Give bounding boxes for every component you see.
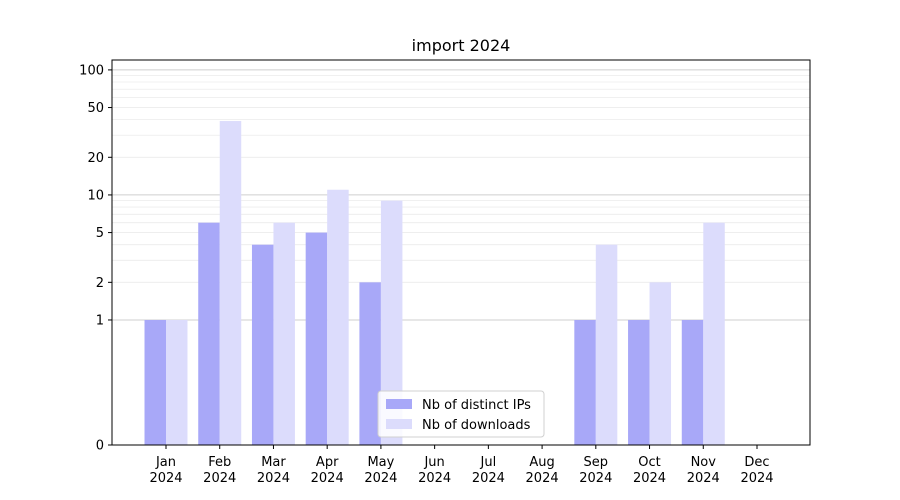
x-tick-label-month: Aug <box>529 455 554 470</box>
x-tick-label-month: Nov <box>691 455 717 470</box>
bar-ips <box>144 319 166 445</box>
x-tick-label-month: Sep <box>584 455 609 470</box>
legend-box <box>377 390 545 438</box>
x-tick-label-month: Jan <box>155 455 176 470</box>
x-tick-label-month: Jun <box>423 455 444 470</box>
x-tick-label-year: 2024 <box>526 471 559 486</box>
x-tick-label-month: Mar <box>261 455 286 470</box>
x-tick-label-month: Dec <box>744 455 769 470</box>
y-tick-label: 50 <box>87 101 104 116</box>
legend-swatch <box>386 419 412 429</box>
x-tick-label-year: 2024 <box>203 471 236 486</box>
chart-title: import 2024 <box>412 36 511 55</box>
y-tick-label: 1 <box>96 313 104 328</box>
x-tick-label-year: 2024 <box>633 471 666 486</box>
y-tick-label: 0 <box>96 439 104 454</box>
bar-ips <box>681 319 704 445</box>
bar-downloads <box>380 200 403 445</box>
bar-downloads <box>273 222 295 445</box>
x-tick-label-month: May <box>367 455 394 470</box>
x-tick-label-year: 2024 <box>311 471 344 486</box>
bar-downloads <box>219 121 242 446</box>
x-tick-label-year: 2024 <box>687 471 720 486</box>
bar-ips <box>574 319 596 445</box>
y-tick-label: 10 <box>87 188 104 203</box>
bar-downloads <box>703 222 725 445</box>
bar-downloads <box>649 282 672 445</box>
bar-downloads <box>327 189 349 445</box>
legend-label: Nb of distinct IPs <box>422 398 531 413</box>
bar-ips <box>628 319 650 445</box>
x-tick-label-month: Feb <box>208 455 231 470</box>
bar-downloads <box>595 244 618 445</box>
legend-swatch <box>386 399 412 409</box>
y-tick-label: 20 <box>87 151 104 166</box>
bars <box>144 121 725 446</box>
x-tick-label-month: Jul <box>480 455 497 470</box>
x-tick-label-month: Oct <box>638 455 660 470</box>
bar-downloads <box>166 319 188 445</box>
legend: Nb of distinct IPs Nb of downloads <box>377 390 545 438</box>
x-tick-label-year: 2024 <box>364 471 397 486</box>
x-tick-label-year: 2024 <box>257 471 290 486</box>
y-tick-label: 2 <box>96 276 104 291</box>
bar-ips <box>305 232 328 445</box>
bar-ips <box>198 222 220 445</box>
plot-frame <box>111 59 811 446</box>
x-tick-label-year: 2024 <box>579 471 612 486</box>
x-axis-ticks: Jan2024Feb2024Mar2024Apr2024May2024Jun20… <box>149 445 774 486</box>
y-axis-ticks: 0 1 2 5 10 20 50 100 <box>79 63 112 454</box>
x-tick-label-year: 2024 <box>418 471 451 486</box>
y-tick-label: 5 <box>96 226 104 241</box>
x-tick-label-year: 2024 <box>740 471 773 486</box>
y-tick-label: 100 <box>79 63 104 78</box>
x-tick-label-year: 2024 <box>149 471 182 486</box>
x-tick-label-month: Apr <box>316 455 339 470</box>
bar-ips <box>251 244 274 445</box>
legend-label: Nb of downloads <box>422 418 531 433</box>
bar-ips <box>359 282 381 445</box>
x-tick-label-year: 2024 <box>472 471 505 486</box>
